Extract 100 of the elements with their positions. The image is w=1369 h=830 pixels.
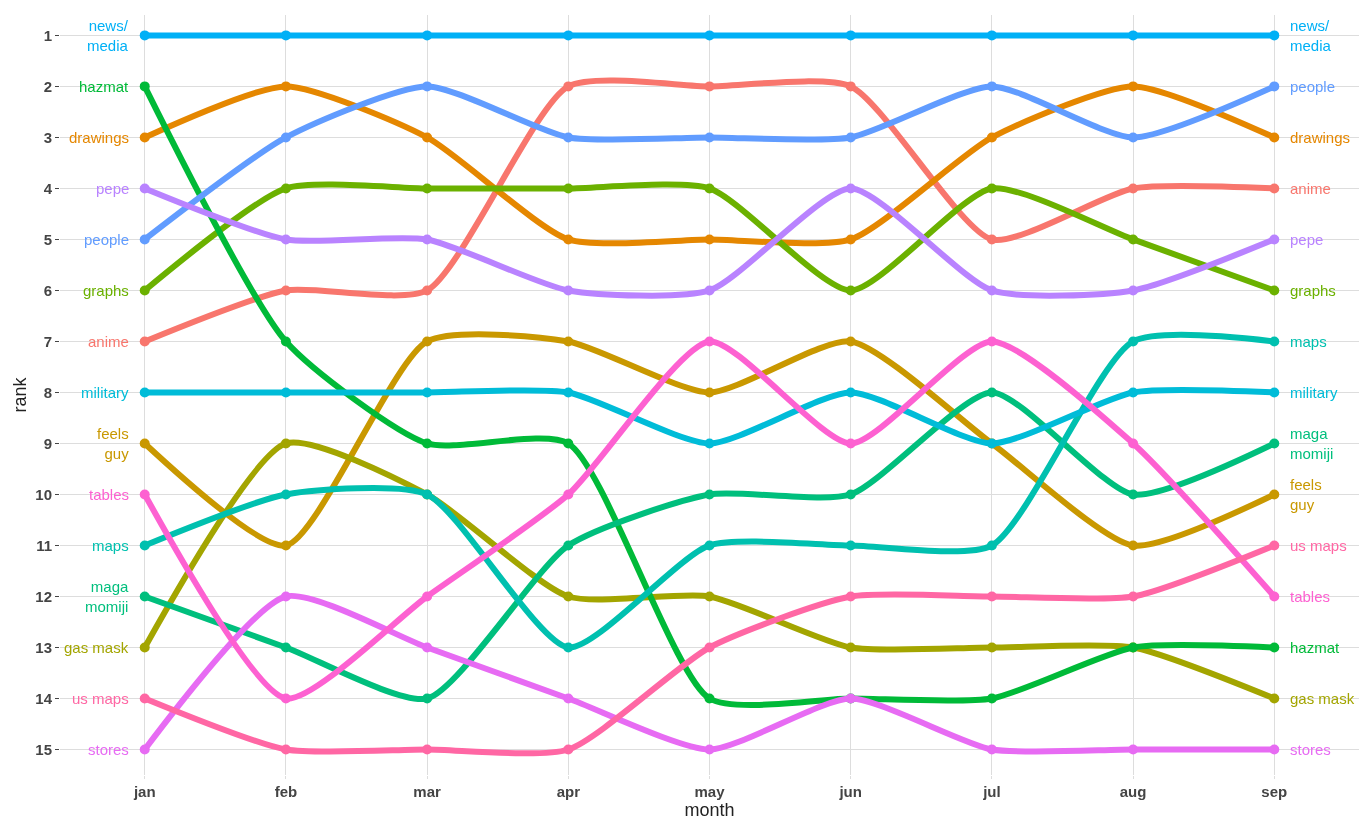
text: graphs xyxy=(83,282,129,299)
point xyxy=(845,540,856,551)
point xyxy=(1128,234,1139,245)
series-label: us maps xyxy=(1290,537,1347,554)
y-tick-label: 7 xyxy=(43,332,52,350)
series-label: drawings xyxy=(1290,129,1351,146)
point xyxy=(563,438,574,449)
point xyxy=(986,591,997,602)
point xyxy=(422,744,433,755)
point xyxy=(704,744,715,755)
point xyxy=(986,285,997,296)
point xyxy=(139,387,150,398)
y-tick-label: 2 xyxy=(43,77,52,95)
y-tick-label: 15 xyxy=(35,740,52,758)
point xyxy=(845,438,856,449)
series-label: gas mask xyxy=(1290,690,1355,707)
point xyxy=(704,438,715,449)
point xyxy=(422,642,433,653)
point xyxy=(280,642,291,653)
y-axis-title: rank xyxy=(9,376,30,413)
point xyxy=(280,336,291,347)
point xyxy=(422,30,433,41)
text: pepe xyxy=(1290,231,1324,248)
x-tick-label: jun xyxy=(838,783,862,800)
series-label: hazmat xyxy=(1290,639,1341,656)
point xyxy=(704,642,715,653)
series-label: maga momiji xyxy=(1290,425,1334,462)
point xyxy=(563,387,574,398)
y-tick-label: 5 xyxy=(43,230,52,248)
series-label: news/ media xyxy=(1290,17,1332,54)
point xyxy=(563,183,574,194)
text: anime xyxy=(88,333,129,350)
text: tables xyxy=(89,486,130,503)
point xyxy=(139,540,150,551)
point xyxy=(1269,693,1280,704)
point xyxy=(704,81,715,92)
point xyxy=(845,285,856,296)
point xyxy=(704,234,715,245)
point xyxy=(139,30,150,41)
x-tick-label: aug xyxy=(1119,783,1147,800)
point xyxy=(139,132,150,143)
point xyxy=(280,693,291,704)
text: military xyxy=(81,384,129,401)
series-label: graphs xyxy=(1290,282,1336,299)
point xyxy=(563,30,574,41)
point xyxy=(280,30,291,41)
point xyxy=(1128,336,1139,347)
point xyxy=(986,744,997,755)
series-label: stores xyxy=(1290,741,1331,758)
y-tick-label: 1 xyxy=(43,26,52,44)
point xyxy=(1128,744,1139,755)
point xyxy=(139,438,150,449)
point xyxy=(563,489,574,500)
point xyxy=(422,285,433,296)
y-tick-label: 11 xyxy=(36,536,52,554)
point xyxy=(1128,489,1139,500)
x-tick-label: feb xyxy=(274,783,298,800)
x-tick-label: may xyxy=(694,783,726,800)
point xyxy=(1128,81,1139,92)
series-label: military xyxy=(1290,384,1338,401)
x-tick-label: sep xyxy=(1261,783,1288,800)
point xyxy=(563,234,574,245)
text: us maps xyxy=(72,690,129,707)
point xyxy=(1269,489,1280,500)
point xyxy=(422,183,433,194)
point xyxy=(139,693,150,704)
point xyxy=(845,642,856,653)
text: stores xyxy=(88,741,129,758)
point xyxy=(1269,285,1280,296)
point xyxy=(280,438,291,449)
y-tick-label: 4 xyxy=(43,179,53,197)
point xyxy=(1128,591,1139,602)
point xyxy=(1128,30,1139,41)
point xyxy=(139,285,150,296)
point xyxy=(704,540,715,551)
point xyxy=(422,336,433,347)
point xyxy=(1128,540,1139,551)
point xyxy=(704,489,715,500)
point xyxy=(422,81,433,92)
point xyxy=(1269,642,1280,653)
point xyxy=(845,489,856,500)
point xyxy=(280,132,291,143)
y-tick-label: 12 xyxy=(35,587,52,605)
point xyxy=(845,183,856,194)
text: maps xyxy=(92,537,129,554)
point xyxy=(704,693,715,704)
point xyxy=(845,234,856,245)
point xyxy=(704,285,715,296)
point xyxy=(422,387,433,398)
point xyxy=(1269,540,1280,551)
point xyxy=(1269,30,1280,41)
x-tick-label: mar xyxy=(413,783,442,800)
text: maga momiji xyxy=(85,578,129,615)
text: news/ media xyxy=(87,17,128,54)
text: people xyxy=(84,231,130,248)
series-label: people xyxy=(1290,78,1336,95)
y-tick-label: 14 xyxy=(35,689,53,707)
point xyxy=(563,540,574,551)
point xyxy=(422,693,433,704)
point xyxy=(1269,591,1280,602)
